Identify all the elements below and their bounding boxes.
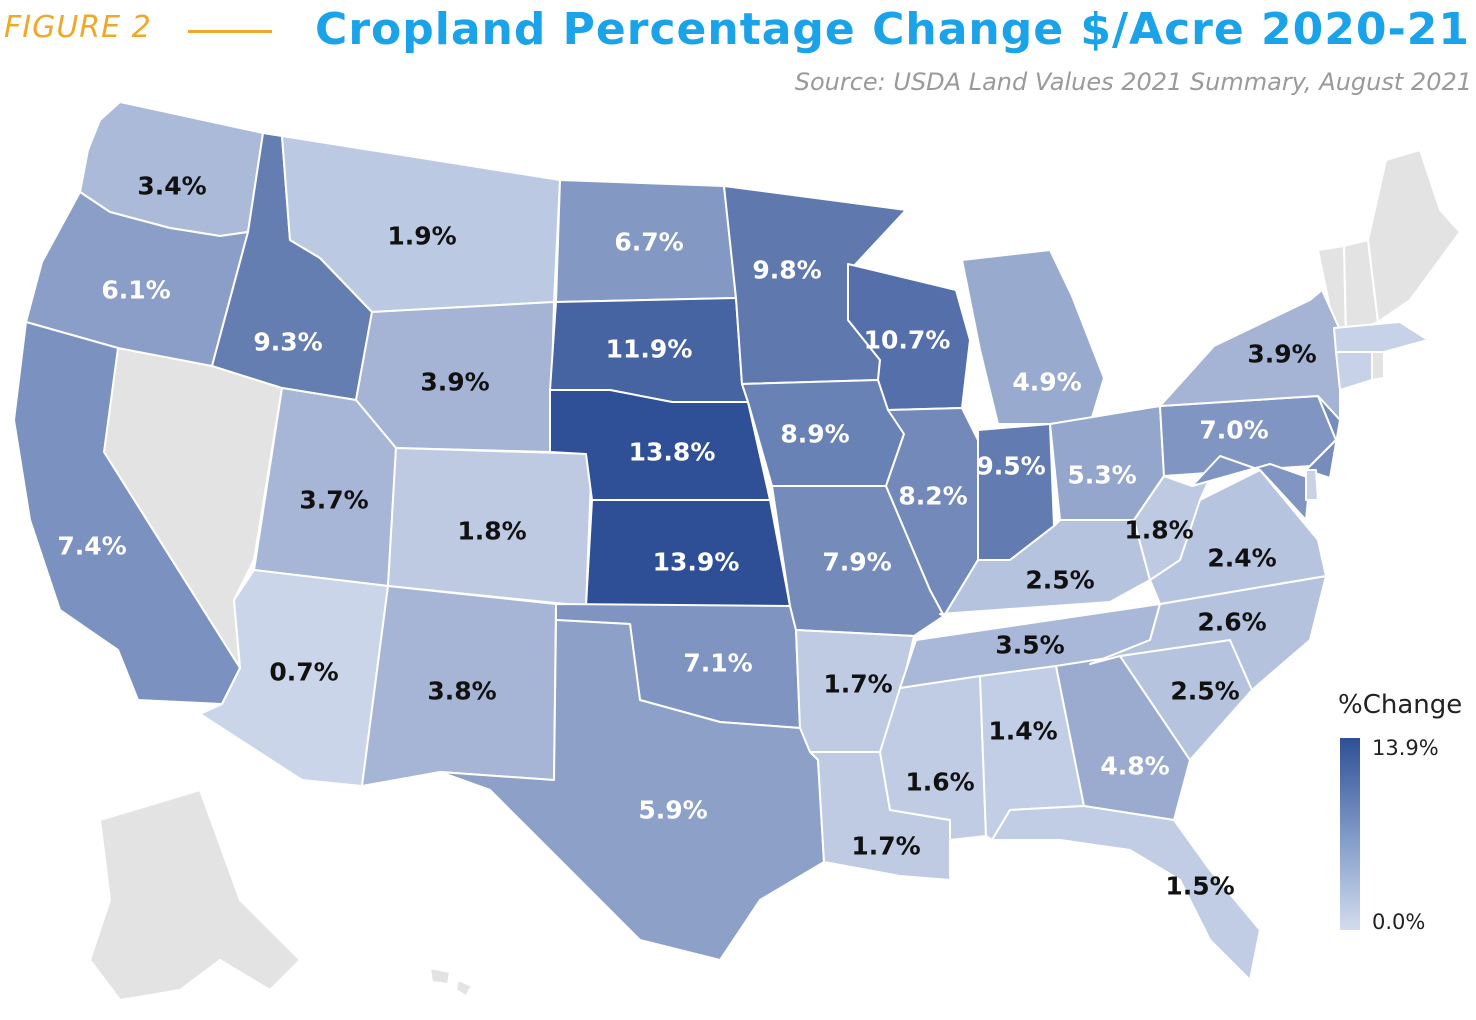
state-value-label-nm: 3.8% [427,676,497,706]
state-value-label-co: 1.8% [457,516,527,546]
state-value-label-sc: 2.5% [1170,676,1240,706]
state-ct [1335,351,1373,391]
state-value-label-ok: 7.1% [683,648,753,678]
state-value-label-ky: 2.5% [1025,565,1095,595]
state-value-label-mi: 4.9% [1012,367,1082,397]
state-value-label-oh: 5.3% [1067,460,1137,490]
state-value-label-tn: 3.5% [995,630,1065,660]
state-value-label-ms: 1.6% [905,767,975,797]
state-hi [429,967,473,997]
state-nc [1089,575,1327,691]
state-value-label-mo: 7.9% [822,547,892,577]
figure-label-rule [188,30,272,33]
state-tx [439,619,825,961]
state-value-label-az: 0.7% [269,657,339,687]
state-value-label-or: 6.1% [101,275,171,305]
state-value-label-ks: 13.9% [652,547,740,577]
state-value-label-nc: 2.6% [1197,607,1267,637]
source-note: Source: USDA Land Values 2021 Summary, A… [794,68,1472,96]
state-fl [991,805,1261,981]
state-value-label-il: 8.2% [898,481,968,511]
state-value-label-ia: 8.9% [780,419,850,449]
state-value-label-id: 9.3% [253,327,323,357]
legend-gradient-bar [1340,738,1360,930]
state-ri [1371,351,1385,381]
state-ca [13,321,241,705]
state-ma [1333,321,1429,353]
state-ak [89,789,301,1001]
state-value-label-mt: 1.9% [387,221,457,251]
state-value-label-wa: 3.4% [137,171,207,201]
state-value-label-ny: 3.9% [1247,339,1317,369]
state-value-label-pa: 7.0% [1199,415,1269,445]
map-title: Cropland Percentage Change $/Acre 2020-2… [315,4,1470,55]
state-value-label-va: 2.4% [1207,543,1277,573]
state-value-label-al: 1.4% [988,716,1058,746]
state-value-label-wy: 3.9% [420,367,490,397]
state-value-label-sd: 11.9% [605,334,693,364]
state-me [1367,149,1461,323]
state-value-label-ar: 1.7% [823,669,893,699]
state-value-label-wi: 10.7% [863,325,951,355]
state-value-label-nd: 6.7% [614,227,684,257]
state-value-label-ut: 3.7% [299,485,369,515]
state-value-label-ca: 7.4% [57,531,127,561]
figure-label: FIGURE 2 [4,10,152,45]
state-value-label-la: 1.7% [851,831,921,861]
state-value-label-tx: 5.9% [638,795,708,825]
state-value-label-ne: 13.8% [628,437,716,467]
state-ky [939,519,1151,617]
legend-min-label: 0.0% [1372,910,1426,934]
state-value-label-wv: 1.8% [1124,515,1194,545]
state-md [1191,455,1311,521]
state-value-label-ga: 4.8% [1100,751,1170,781]
legend-max-label: 13.9% [1372,736,1439,760]
state-value-label-mn: 9.8% [752,255,822,285]
state-de [1305,469,1319,501]
state-value-label-fl: 1.5% [1165,871,1235,901]
state-mi [961,249,1105,425]
legend-title: %Change [1338,690,1463,720]
state-value-label-in: 9.5% [976,451,1046,481]
figure-header: FIGURE 2 Cropland Percentage Change $/Ac… [0,0,1476,100]
